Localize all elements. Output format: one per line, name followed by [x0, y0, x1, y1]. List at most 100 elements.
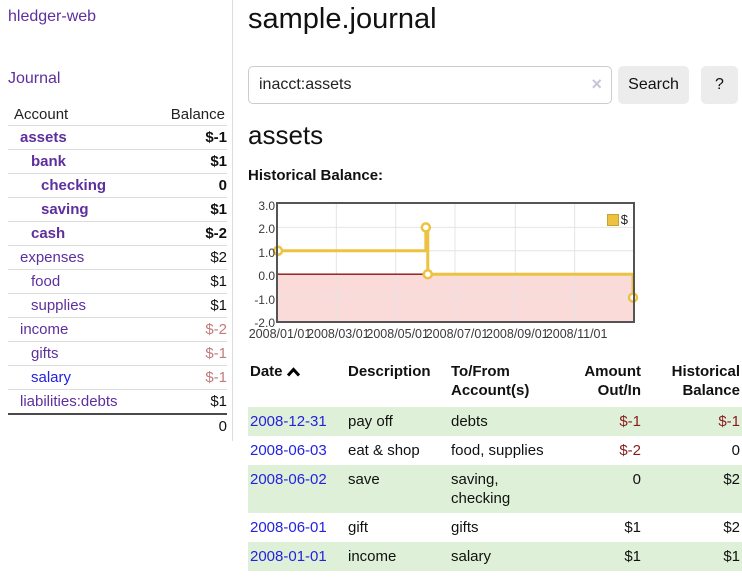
- account-balance: $2: [210, 249, 227, 266]
- date-link[interactable]: 2008-01-01: [250, 548, 327, 565]
- historical-balance-chart: $ 3.0 2.0 1.0 0.0 -1.0 -2.0 2008/01/01 2008/03/…: [248, 199, 678, 346]
- y-tick-label: -1.0: [254, 292, 275, 307]
- description-column-header: Description: [348, 363, 431, 380]
- y-tick-label: 0.0: [258, 269, 275, 284]
- account-balance: $1: [210, 393, 227, 410]
- account-balance: $1: [210, 153, 227, 170]
- date-column-header[interactable]: Date: [248, 358, 346, 407]
- account-tree-header: Account Balance: [8, 104, 227, 126]
- account-link[interactable]: income: [20, 321, 69, 338]
- accounts-cell: food, supplies: [451, 442, 544, 459]
- amount-column-header: Amount Out/In: [584, 363, 641, 399]
- account-row: checking 0: [8, 173, 227, 198]
- app-brand-link[interactable]: hledger-web: [8, 8, 97, 25]
- account-link[interactable]: gifts: [31, 345, 59, 362]
- account-balance: 0: [218, 177, 227, 194]
- amount-cell: $1: [624, 519, 641, 536]
- amount-cell: $-2: [619, 442, 641, 459]
- description-cell: gift: [348, 519, 369, 536]
- account-total-row: 0: [8, 413, 227, 438]
- x-tick-label: 2008/01/01: [248, 327, 312, 341]
- description-cell: income: [348, 548, 397, 565]
- legend-swatch: [606, 213, 619, 226]
- legend-label: $: [620, 212, 628, 227]
- account-balance: $-2: [205, 225, 227, 242]
- y-tick-label: 3.0: [258, 199, 275, 213]
- register-row: 2008-06-01 gift gifts $1 $2: [248, 513, 742, 542]
- account-row: expenses $2: [8, 245, 227, 270]
- account-link[interactable]: assets: [20, 129, 67, 146]
- chart-title: Historical Balance:: [248, 167, 384, 184]
- accounts-cell: salary: [451, 548, 492, 565]
- account-tree: Account Balance assets $-1 bank: [8, 104, 227, 438]
- account-balance: $-1: [205, 369, 227, 386]
- search-form: × Search ?: [248, 66, 742, 104]
- balance-cell: 0: [731, 442, 740, 459]
- register-row: 2008-06-02 save saving, checking 0 $2: [248, 465, 742, 513]
- y-tick-label: 2.0: [258, 222, 275, 237]
- register-row: 2008-01-01 income salary $1 $1: [248, 542, 742, 571]
- search-box: ×: [248, 66, 612, 104]
- amount-cell: $1: [624, 548, 641, 565]
- accounts-cell: debts: [451, 413, 488, 430]
- page-title: sample.journal: [248, 3, 437, 35]
- account-row: saving $1: [8, 197, 227, 222]
- balance-column-header: Historical Balance: [671, 363, 740, 399]
- search-button[interactable]: Search: [618, 66, 689, 104]
- balance-cell: $1: [723, 548, 740, 565]
- help-button[interactable]: ?: [701, 66, 738, 104]
- account-link[interactable]: liabilities:debts: [20, 393, 118, 410]
- sidebar: hledger-web Journal Account Balance asse…: [0, 0, 233, 441]
- x-tick-label: 2008/05/01: [366, 327, 429, 341]
- description-cell: save: [348, 471, 380, 488]
- account-link[interactable]: salary: [31, 369, 72, 386]
- accounts-cell: saving, checking: [451, 471, 511, 507]
- account-column-header: Account: [14, 106, 69, 123]
- x-tick-label: 2008/07/01: [425, 327, 489, 341]
- account-link[interactable]: checking: [41, 177, 107, 194]
- account-row: bank $1: [8, 149, 227, 174]
- date-link[interactable]: 2008-12-31: [250, 413, 327, 430]
- date-link[interactable]: 2008-06-02: [250, 471, 327, 488]
- account-link[interactable]: supplies: [31, 297, 87, 314]
- account-row: liabilities:debts $1: [8, 389, 227, 414]
- balance-cell: $2: [723, 471, 740, 488]
- account-link[interactable]: cash: [31, 225, 66, 242]
- account-row: income $-2: [8, 317, 227, 342]
- accounts-column-header: To/From Account(s): [451, 363, 530, 399]
- x-tick-label: 2008/09/01: [486, 327, 549, 341]
- account-link[interactable]: saving: [41, 201, 89, 218]
- accounts-cell: gifts: [451, 519, 479, 536]
- account-balance: $1: [210, 297, 227, 314]
- account-row: cash $-2: [8, 221, 227, 246]
- account-link[interactable]: food: [31, 273, 61, 290]
- account-link[interactable]: bank: [31, 153, 67, 170]
- x-tick-label: 2008/03/01: [307, 327, 370, 341]
- y-tick-label: -2.0: [254, 316, 275, 330]
- description-cell: pay off: [348, 413, 393, 430]
- chart-canvas: [272, 204, 639, 321]
- clear-search-icon[interactable]: ×: [591, 74, 602, 94]
- register-row: 2008-12-31 pay off debts $-1 $-1: [248, 407, 742, 436]
- account-balance: $1: [210, 201, 227, 218]
- date-link[interactable]: 2008-06-03: [250, 442, 327, 459]
- sort-up-icon: [286, 367, 300, 377]
- y-tick-label: 1.0: [258, 245, 275, 260]
- sidebar-item-journal[interactable]: Journal: [8, 70, 61, 87]
- accounts-total: 0: [147, 413, 227, 438]
- register-section: Date Description To/From Account(s) Amou…: [248, 358, 742, 571]
- main-content: sample.journal × Search ? assets Histori…: [248, 0, 742, 582]
- description-cell: eat & shop: [348, 442, 420, 459]
- account-row: gifts $-1: [8, 341, 227, 366]
- account-link[interactable]: expenses: [20, 249, 85, 266]
- account-balance: $1: [210, 273, 227, 290]
- account-row: salary $-1: [8, 365, 227, 390]
- amount-cell: $-1: [619, 413, 641, 430]
- register-header-row: Date Description To/From Account(s) Amou…: [248, 358, 742, 407]
- account-heading: assets: [248, 120, 324, 150]
- account-balance: $-1: [205, 345, 227, 362]
- account-row: assets $-1: [8, 125, 227, 150]
- search-input[interactable]: [248, 66, 612, 104]
- account-row: food $1: [8, 269, 227, 294]
- date-link[interactable]: 2008-06-01: [250, 519, 327, 536]
